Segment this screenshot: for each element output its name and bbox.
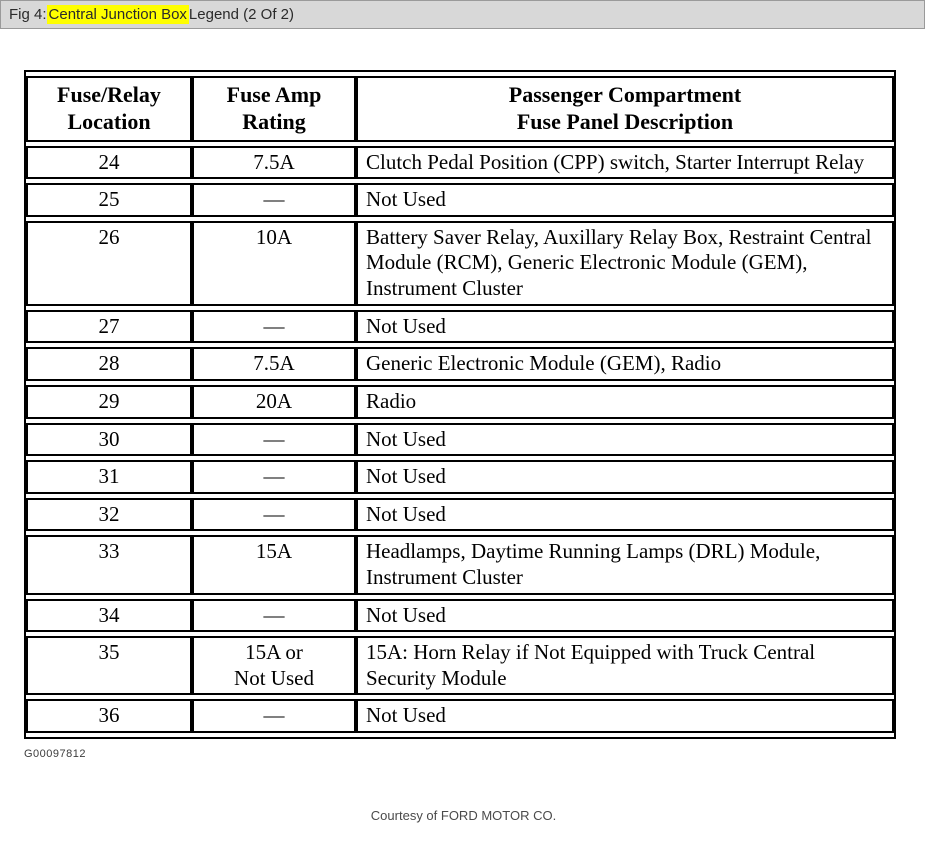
fuse-rating-cell: — (192, 460, 356, 494)
fuse-rating-cell: 7.5A (192, 347, 356, 381)
fuse-location-cell: 35 (26, 636, 192, 696)
fuse-rating-cell: — (192, 183, 356, 217)
fuse-description-cell: Not Used (356, 598, 894, 633)
fuse-rating-cell: — (192, 699, 356, 734)
fuse-location-cell: 29 (26, 384, 192, 419)
column-header-rating: Fuse Amp Rating (192, 76, 356, 142)
fuse-description-cell: Not Used (356, 183, 894, 217)
fuse-rating-cell: 20A (192, 384, 356, 419)
fuse-location-cell: 31 (26, 460, 192, 494)
fuse-description-cell: Clutch Pedal Position (CPP) switch, Star… (356, 145, 894, 180)
fuse-rating-cell: — (192, 309, 356, 344)
fuse-table-container: Fuse/Relay Location Fuse Amp Rating Pass… (24, 70, 896, 740)
fuse-location-cell: 25 (26, 183, 192, 217)
table-row: 33 15A Headlamps, Daytime Running Lamps … (26, 535, 894, 595)
table-row: 25 — Not Used (26, 183, 894, 217)
fuse-rating-cell: 10A (192, 220, 356, 306)
fuse-location-cell: 28 (26, 347, 192, 381)
fuse-description-cell: Not Used (356, 699, 894, 734)
figure-caption-bar: Fig 4: Central Junction Box Legend (2 Of… (0, 0, 925, 29)
fuse-rating-cell: 15A (192, 535, 356, 595)
figure-caption-prefix: Fig 4: (9, 6, 47, 23)
fuse-description-cell: Battery Saver Relay, Auxillary Relay Box… (356, 220, 894, 306)
courtesy-text: Courtesy of FORD MOTOR CO. (370, 808, 557, 823)
table-row: 28 7.5A Generic Electronic Module (GEM),… (26, 347, 894, 381)
figure-id: G00097812 (24, 748, 86, 760)
fuse-rating-cell: 7.5A (192, 145, 356, 180)
fuse-description-cell: Not Used (356, 309, 894, 344)
fuse-location-cell: 27 (26, 309, 192, 344)
fuse-rating-cell: — (192, 598, 356, 633)
column-header-description: Passenger Compartment Fuse Panel Descrip… (356, 76, 894, 142)
fuse-description-cell: Radio (356, 384, 894, 419)
fuse-description-cell: 15A: Horn Relay if Not Equipped with Tru… (356, 636, 894, 696)
table-row: 31 — Not Used (26, 460, 894, 494)
fuse-location-cell: 32 (26, 497, 192, 532)
table-header-row: Fuse/Relay Location Fuse Amp Rating Pass… (26, 76, 894, 142)
fuse-rating-cell: — (192, 497, 356, 532)
fuse-location-cell: 30 (26, 422, 192, 457)
fuse-description-cell: Generic Electronic Module (GEM), Radio (356, 347, 894, 381)
table-row: 24 7.5A Clutch Pedal Position (CPP) swit… (26, 145, 894, 180)
table-row: 29 20A Radio (26, 384, 894, 419)
fuse-description-cell: Not Used (356, 497, 894, 532)
fuse-location-cell: 33 (26, 535, 192, 595)
fuse-location-cell: 34 (26, 598, 192, 633)
fuse-description-cell: Headlamps, Daytime Running Lamps (DRL) M… (356, 535, 894, 595)
fuse-location-cell: 36 (26, 699, 192, 734)
fuse-location-cell: 26 (26, 220, 192, 306)
table-row: 36 — Not Used (26, 699, 894, 734)
table-row: 26 10A Battery Saver Relay, Auxillary Re… (26, 220, 894, 306)
fuse-rating-cell: — (192, 422, 356, 457)
fuse-rating-cell: 15A or Not Used (192, 636, 356, 696)
table-row: 32 — Not Used (26, 497, 894, 532)
table-row: 35 15A or Not Used 15A: Horn Relay if No… (26, 636, 894, 696)
figure-caption-highlight: Central Junction Box (46, 5, 189, 24)
fuse-description-cell: Not Used (356, 460, 894, 494)
fuse-location-cell: 24 (26, 145, 192, 180)
figure-caption-suffix: Legend (2 Of 2) (188, 6, 294, 23)
table-row: 27 — Not Used (26, 309, 894, 344)
table-row: 34 — Not Used (26, 598, 894, 633)
table-row: 30 — Not Used (26, 422, 894, 457)
fuse-legend-table: Fuse/Relay Location Fuse Amp Rating Pass… (24, 70, 896, 740)
column-header-location: Fuse/Relay Location (26, 76, 192, 142)
fuse-description-cell: Not Used (356, 422, 894, 457)
